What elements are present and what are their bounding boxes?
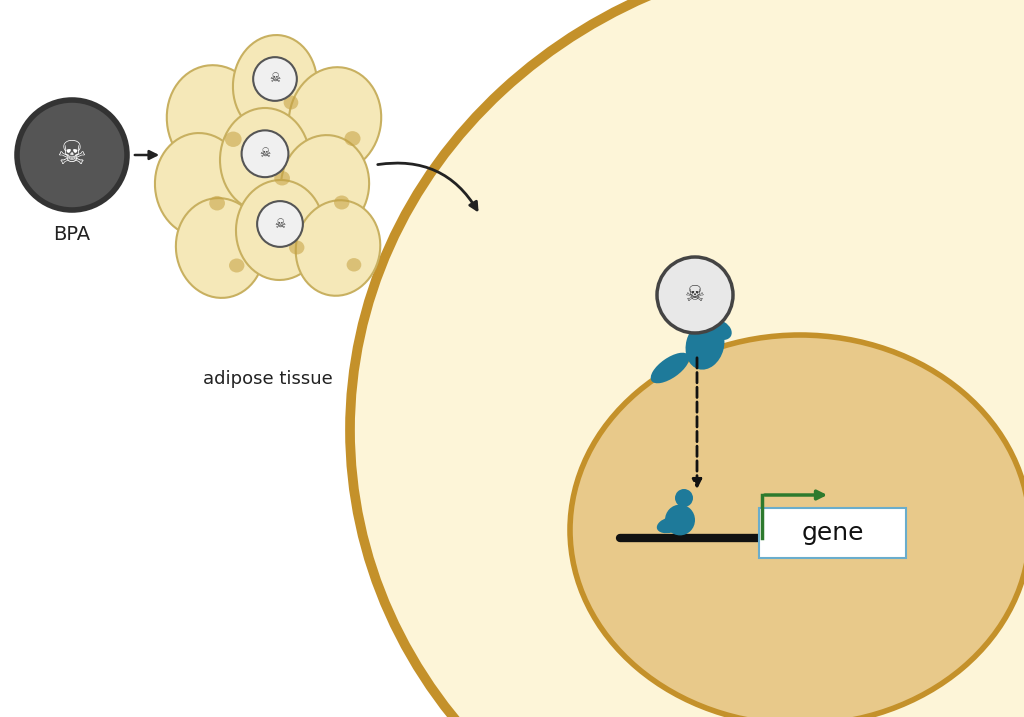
- Ellipse shape: [296, 200, 380, 295]
- Ellipse shape: [570, 335, 1024, 717]
- Ellipse shape: [698, 309, 714, 327]
- Ellipse shape: [334, 196, 349, 209]
- Ellipse shape: [656, 517, 683, 533]
- Ellipse shape: [236, 180, 324, 280]
- Ellipse shape: [289, 67, 381, 173]
- Ellipse shape: [346, 258, 361, 272]
- Text: ☠: ☠: [269, 72, 281, 85]
- Ellipse shape: [289, 240, 304, 255]
- Text: BPA: BPA: [53, 225, 90, 244]
- Text: ☠: ☠: [274, 217, 286, 230]
- Ellipse shape: [284, 95, 298, 110]
- Ellipse shape: [350, 0, 1024, 717]
- Ellipse shape: [232, 35, 317, 135]
- Circle shape: [257, 201, 303, 247]
- Ellipse shape: [281, 135, 369, 235]
- Ellipse shape: [675, 489, 693, 507]
- Ellipse shape: [229, 259, 245, 272]
- Ellipse shape: [709, 320, 732, 340]
- Ellipse shape: [344, 131, 360, 146]
- Ellipse shape: [274, 171, 290, 186]
- FancyBboxPatch shape: [759, 508, 906, 558]
- Ellipse shape: [650, 353, 689, 384]
- Ellipse shape: [685, 320, 724, 370]
- Circle shape: [242, 130, 289, 177]
- Text: ☠: ☠: [259, 147, 270, 161]
- Text: adipose tissue: adipose tissue: [203, 370, 333, 388]
- Ellipse shape: [176, 198, 264, 298]
- Text: ☠: ☠: [685, 285, 705, 305]
- Circle shape: [17, 100, 127, 210]
- Text: ☠: ☠: [57, 138, 87, 171]
- Ellipse shape: [209, 196, 225, 211]
- Ellipse shape: [220, 108, 310, 212]
- Ellipse shape: [167, 65, 263, 175]
- Circle shape: [657, 257, 733, 333]
- Text: gene: gene: [801, 521, 864, 545]
- Ellipse shape: [155, 133, 245, 237]
- Ellipse shape: [225, 131, 242, 147]
- Circle shape: [253, 57, 297, 101]
- Ellipse shape: [665, 505, 695, 536]
